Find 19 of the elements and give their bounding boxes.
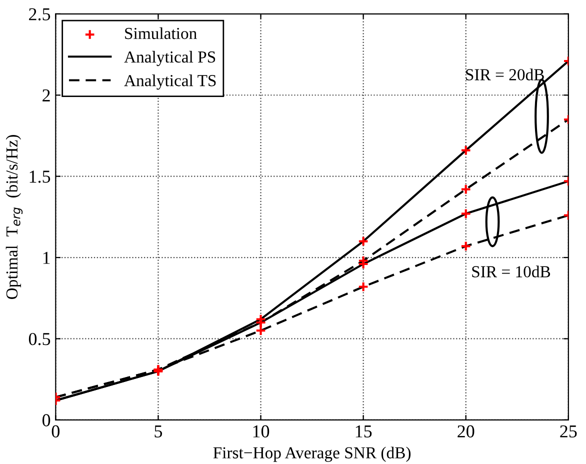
y-tick-label: 0.5: [28, 332, 50, 346]
y-tick-label: 1: [43, 252, 50, 264]
legend-label: Analytical TS: [124, 74, 216, 90]
y-tick-label: 2.5: [29, 8, 50, 20]
y-tick-label: 2: [42, 89, 50, 102]
x-tick-label: 0: [52, 425, 60, 438]
annotation: SIR = 20dB: [466, 68, 544, 80]
x-axis-title: First−Hop Average SNR (dB): [213, 446, 411, 462]
x-tick-label: 20: [458, 425, 474, 438]
x-tick-label: 25: [560, 425, 577, 438]
x-tick-label: 5: [154, 425, 162, 438]
x-tick-label: 15: [356, 425, 372, 438]
annotation: SIR = 10dB: [472, 266, 550, 278]
y-axis-title: Optimal T$_{erg}$ (bit/s/Hz): [6, 135, 23, 299]
x-tick-label: 10: [253, 425, 270, 438]
legend-label: Simulation: [125, 27, 197, 40]
legend-label: Analytical PS: [124, 50, 216, 66]
y-tick-label: 0: [42, 414, 50, 426]
y-tick-label: 1.5: [30, 170, 50, 183]
